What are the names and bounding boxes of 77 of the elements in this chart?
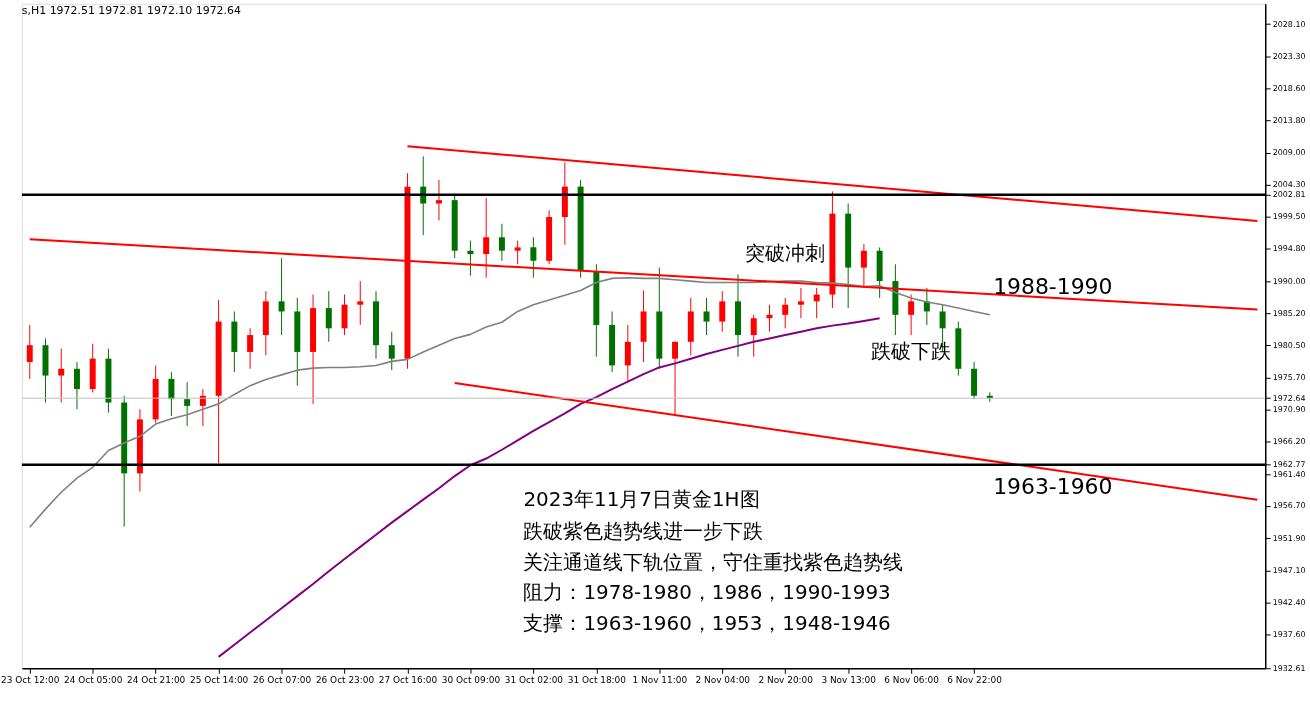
y-tick-label: 1999.50 xyxy=(1272,212,1306,222)
candlestick xyxy=(782,297,789,329)
candlestick xyxy=(908,294,915,336)
candlestick xyxy=(624,324,631,383)
candlestick xyxy=(719,290,726,333)
x-tick-label: 25 Oct 14:00 xyxy=(189,674,249,685)
y-tick-label: 2028.10 xyxy=(1272,19,1306,29)
x-tick-label: 2 Nov 20:00 xyxy=(758,674,814,685)
annotation: 关注通道线下轨位置，守住重找紫色趋势线 xyxy=(523,551,904,575)
x-tick-label: 27 Oct 16:00 xyxy=(378,674,438,685)
candlestick xyxy=(184,381,191,427)
annotation: 跌破紫色趋势线进一步下跌 xyxy=(523,520,764,544)
y-tick-label: 1956.70 xyxy=(1272,501,1306,511)
x-tick-label: 24 Oct 21:00 xyxy=(127,674,186,685)
y-tick-label: 1975.70 xyxy=(1272,373,1306,383)
candlestick xyxy=(73,361,80,410)
x-tick-label: 23 Oct 12:00 xyxy=(1,674,60,685)
candlestick xyxy=(467,240,474,277)
candlestick xyxy=(750,314,757,358)
annotation: 支撑：1963-1960，1953，1948-1946 xyxy=(523,611,891,635)
y-tick-label: 2018.60 xyxy=(1272,83,1306,93)
y-tick-label: 1966.20 xyxy=(1272,437,1306,447)
x-tick-label: 6 Nov 06:00 xyxy=(884,674,940,685)
x-tick-label: 31 Oct 18:00 xyxy=(567,674,627,685)
annotation: 1963-1960 xyxy=(993,474,1113,500)
x-tick-label: 26 Oct 07:00 xyxy=(252,674,312,685)
annotation: 2023年11月7日黄金1H图 xyxy=(523,488,760,512)
x-tick-label: 31 Oct 02:00 xyxy=(504,674,564,685)
y-tick-label: 1961.40 xyxy=(1272,469,1306,479)
y-tick-label: 1972.64 xyxy=(1272,393,1306,403)
y-tick-label: 1942.40 xyxy=(1272,597,1306,607)
candlestick xyxy=(498,223,505,262)
candlestick xyxy=(860,243,867,289)
y-tick-label: 1970.90 xyxy=(1272,405,1306,415)
y-tick-label: 1990.00 xyxy=(1272,276,1306,286)
candlestick xyxy=(58,348,65,404)
candlestick xyxy=(357,280,364,326)
x-tick-label: 6 Nov 22:00 xyxy=(947,674,1003,685)
candlestick xyxy=(341,294,348,336)
y-tick-label: 2009.00 xyxy=(1272,148,1306,158)
candlestick xyxy=(766,304,773,333)
y-tick-label: 2023.30 xyxy=(1272,51,1306,61)
y-tick-label: 1937.60 xyxy=(1272,630,1306,640)
candlestick xyxy=(530,236,537,279)
y-tick-label: 1951.90 xyxy=(1272,533,1306,543)
candlestick xyxy=(168,371,175,417)
candlestick xyxy=(797,287,804,319)
y-tick-label: 1994.80 xyxy=(1272,244,1306,254)
candlestick xyxy=(813,287,820,319)
y-tick-label: 1985.20 xyxy=(1272,308,1306,318)
x-tick-label: 3 Nov 13:00 xyxy=(821,674,877,685)
candlestick xyxy=(26,324,33,380)
y-tick-label: 1962.77 xyxy=(1272,460,1306,470)
x-tick-label: 30 Oct 09:00 xyxy=(441,674,501,685)
candlestick xyxy=(278,257,285,336)
candlestick xyxy=(325,290,332,343)
candlestick xyxy=(388,331,395,371)
y-tick-label: 1947.10 xyxy=(1272,566,1306,575)
candlestick xyxy=(703,297,710,336)
annotation: 阻力：1978-1980，1986，1990-1993 xyxy=(523,581,891,605)
x-tick-label: 24 Oct 05:00 xyxy=(64,674,123,685)
candlestick xyxy=(435,179,442,221)
annotation: 突破冲刺 xyxy=(745,242,826,266)
y-tick-label: 1980.50 xyxy=(1272,340,1306,350)
candlestick xyxy=(199,388,206,427)
x-tick-label: 2 Nov 04:00 xyxy=(695,674,751,685)
candlestick xyxy=(247,327,254,370)
annotation: 1988-1990 xyxy=(993,274,1113,300)
y-tick-label: 2002.81 xyxy=(1272,190,1306,200)
x-tick-label: 1 Nov 11:00 xyxy=(632,674,688,685)
annotation: 跌破下跌 xyxy=(871,339,952,363)
annotation: s,H1 1972.51 1972.81 1972.10 1972.64 xyxy=(21,4,242,18)
y-tick-label: 2004.30 xyxy=(1272,180,1306,190)
x-tick-label: 26 Oct 23:00 xyxy=(315,674,375,685)
y-tick-label: 2013.80 xyxy=(1272,116,1306,126)
y-tick-label: 1932.61 xyxy=(1272,663,1306,673)
candlestick xyxy=(514,240,521,265)
